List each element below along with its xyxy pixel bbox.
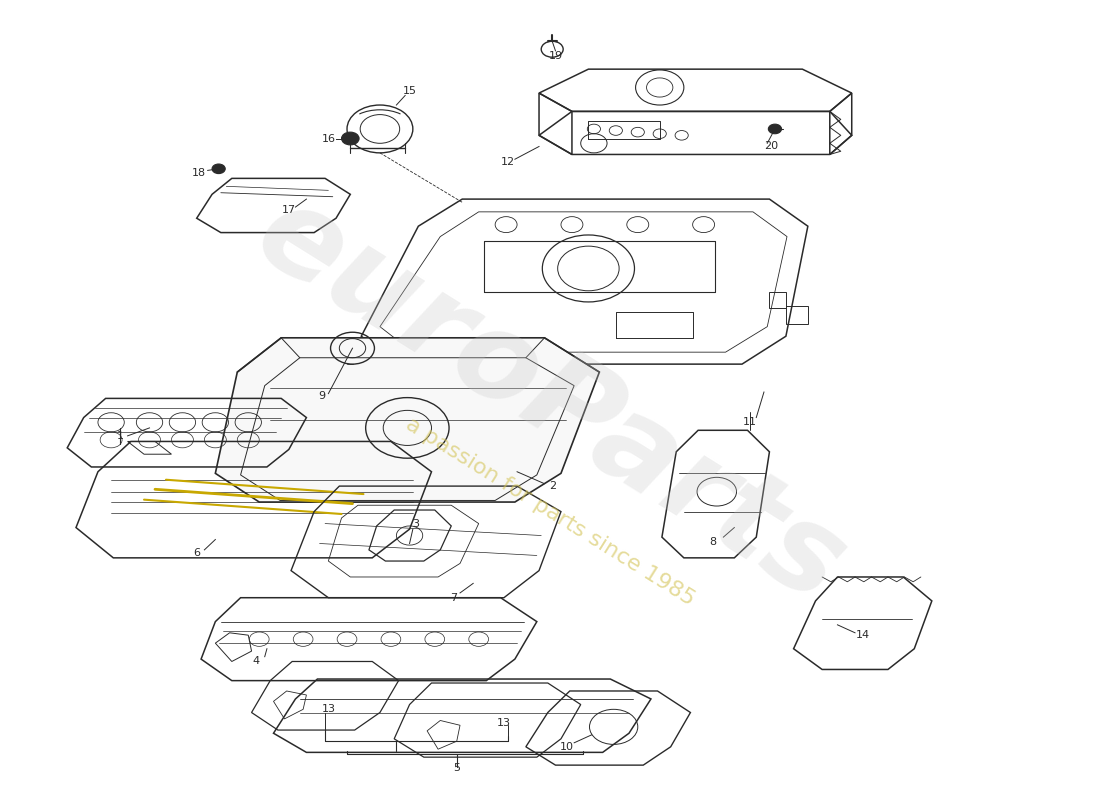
Text: 10: 10 <box>560 742 573 752</box>
Text: 9: 9 <box>318 391 326 401</box>
Text: 8: 8 <box>708 537 716 547</box>
Polygon shape <box>216 338 600 502</box>
Circle shape <box>212 164 226 174</box>
Text: 18: 18 <box>191 168 206 178</box>
Text: 13: 13 <box>497 718 510 728</box>
Text: 6: 6 <box>194 548 200 558</box>
Circle shape <box>768 124 781 134</box>
Text: 13: 13 <box>321 704 336 714</box>
Text: 4: 4 <box>252 657 260 666</box>
Text: euroParts: euroParts <box>235 173 865 627</box>
Text: 2: 2 <box>549 481 556 491</box>
Text: 5: 5 <box>453 763 460 774</box>
Text: 1: 1 <box>117 431 123 441</box>
Text: 12: 12 <box>502 158 516 167</box>
Text: 14: 14 <box>856 630 870 640</box>
Text: 15: 15 <box>403 86 417 96</box>
Text: 16: 16 <box>321 134 336 143</box>
Text: 3: 3 <box>412 518 419 529</box>
Text: 17: 17 <box>282 206 296 215</box>
Text: a passion for parts since 1985: a passion for parts since 1985 <box>402 414 698 610</box>
Text: 11: 11 <box>742 418 757 427</box>
Text: 19: 19 <box>549 50 562 61</box>
Text: 20: 20 <box>764 142 779 151</box>
Text: 7: 7 <box>450 593 456 602</box>
Circle shape <box>341 132 359 145</box>
